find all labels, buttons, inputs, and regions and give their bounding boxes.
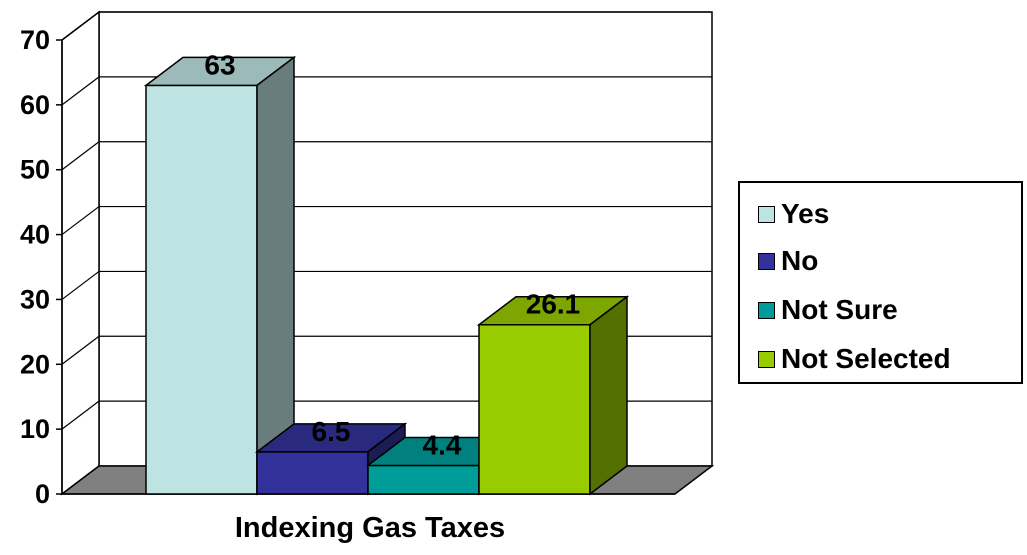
legend-label-not-sure: Not Sure bbox=[781, 294, 898, 325]
y-tick-label: 70 bbox=[20, 25, 50, 55]
legend-item-no: No bbox=[758, 245, 819, 276]
legend-item-not-sure: Not Sure bbox=[758, 294, 898, 325]
legend-label-no: No bbox=[781, 245, 819, 276]
side-wall bbox=[61, 10, 100, 496]
legend-label-not-selected: Not Selected bbox=[781, 343, 951, 374]
bar-0 bbox=[145, 84, 258, 495]
legend: Yes No Not Sure Not Selected bbox=[738, 181, 1023, 384]
y-tick-label: 50 bbox=[20, 155, 50, 185]
y-tick-label: 20 bbox=[20, 349, 50, 379]
y-tick-label: 40 bbox=[20, 220, 50, 250]
data-label-1: 6.5 bbox=[312, 416, 351, 447]
legend-swatch-no bbox=[758, 252, 775, 270]
y-tick-label: 60 bbox=[20, 90, 50, 120]
legend-label-yes: Yes bbox=[781, 198, 830, 229]
y-tick-label: 0 bbox=[35, 479, 50, 509]
gridline bbox=[61, 270, 712, 300]
y-tick-label: 30 bbox=[20, 284, 50, 314]
data-label-3: 26.1 bbox=[526, 289, 581, 320]
x-axis-title: Indexing Gas Taxes bbox=[234, 512, 506, 544]
gridline bbox=[61, 141, 712, 171]
bar-1 bbox=[256, 451, 369, 495]
bar-side-3 bbox=[589, 295, 628, 496]
data-label-2: 4.4 bbox=[423, 429, 462, 460]
bar-2 bbox=[367, 464, 480, 495]
bar-3 bbox=[478, 323, 591, 495]
legend-item-yes: Yes bbox=[758, 198, 830, 229]
gridline bbox=[61, 11, 712, 41]
gridline bbox=[61, 76, 712, 106]
legend-swatch-yes bbox=[758, 205, 775, 223]
y-tick-label: 10 bbox=[20, 414, 50, 444]
legend-item-not-selected: Not Selected bbox=[758, 343, 951, 374]
legend-swatch-not-sure bbox=[758, 301, 775, 319]
legend-swatch-not-selected bbox=[758, 350, 775, 368]
data-label-0: 63 bbox=[204, 49, 235, 80]
gridline bbox=[61, 205, 712, 236]
